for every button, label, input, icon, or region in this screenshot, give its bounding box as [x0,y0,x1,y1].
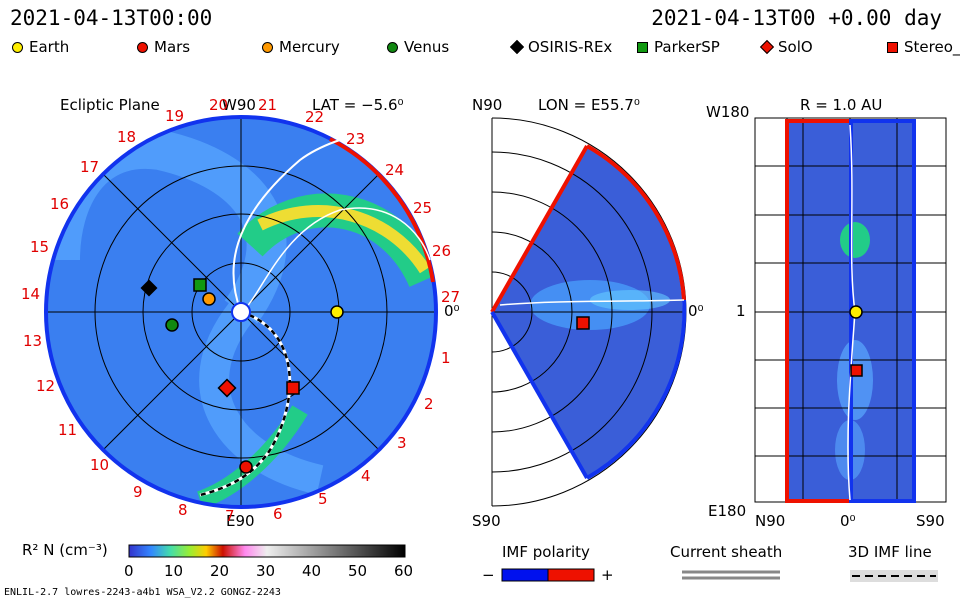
colorbar-label: R² N (cm⁻³) [22,541,108,559]
venus-point [165,318,179,332]
rot-label: 4 [361,467,371,485]
latlon-w180-label: W180 [706,103,750,121]
rot-label: 15 [30,238,50,256]
colorbar-tick: 50 [348,562,368,580]
rot-label: 23 [346,130,366,148]
colorbar-tick: 60 [394,562,414,580]
imf-plus-label: + [601,566,614,584]
rot-label: 22 [305,108,325,126]
colorbar-tick: 20 [210,562,230,580]
meridional-lon-label: LON = E55.7⁰ [538,96,640,114]
rot-label: 14 [21,285,41,303]
mars-point [239,460,253,474]
rot-label: 24 [385,161,405,179]
left-timestamp: 2021-04-13T00:00 [10,6,213,30]
rot-label: 20 [209,96,229,114]
rot-label: 13 [23,332,43,350]
imf-line-label: 3D IMF line [848,543,932,561]
earth-point-latlon [849,305,863,319]
ecliptic-zero-label: 0⁰ [444,302,460,320]
rot-label: 10 [90,456,110,474]
latlon-s90-label: S90 [916,512,945,530]
rot-label: 11 [58,421,78,439]
legend-parkersp: ParkerSP [637,38,720,56]
rot-label: 9 [133,483,143,501]
stereo-point-meridional [576,316,590,330]
ecliptic-lat-label: LAT = −5.6⁰ [312,96,404,114]
footer-model-info: ENLIL-2.7 lowres-2243-a4b1 WSA_V2.2 GONG… [4,587,281,598]
solo-point [217,378,237,398]
latlon-zero-label: 0⁰ [840,512,856,530]
earth-point [330,305,344,319]
rot-label: 16 [50,195,70,213]
stereo-point-latlon [850,364,863,377]
rot-label: 27 [441,288,461,306]
legend-solo: SolO [759,38,813,56]
earth-marker-icon [12,41,23,53]
density-colorbar [128,544,406,558]
rot-label: 25 [413,199,433,217]
parkersp-marker-icon [637,41,648,53]
legend-osiris-rex: OSIRIS-REx [509,38,612,56]
rot-label: 5 [318,490,328,508]
legend-earth: Earth [12,38,69,56]
rot-label: 12 [36,377,56,395]
legend-stereo: Stereo_ [887,38,960,56]
imf-minus-label: − [482,566,495,584]
venus-marker-icon [387,41,398,53]
rot-label: 19 [165,107,185,125]
latlon-one-label: 1 [736,302,746,320]
colorbar-tick: 40 [302,562,322,580]
latlon-n90-label: N90 [755,512,786,530]
colorbar-tick: 0 [124,562,134,580]
mars-marker-icon [137,41,148,53]
rot-label: 6 [273,505,283,523]
rot-label: 26 [432,242,452,260]
mercury-point [202,292,216,306]
rot-label: 8 [178,501,188,519]
legend-mercury: Mercury [262,38,340,56]
rot-label: 18 [117,128,137,146]
rot-label: 21 [258,96,278,114]
rot-label: 3 [397,434,407,452]
parkersp-point [193,278,207,292]
rot-label: 17 [80,158,100,176]
ecliptic-title: Ecliptic Plane [60,96,160,114]
meridional-s90-label: S90 [472,512,501,530]
meridional-n90-label: N90 [472,96,503,114]
rot-label: 1 [441,349,451,367]
rot-label: 2 [424,395,434,413]
legend-venus: Venus [387,38,449,56]
stereo-marker-icon [887,41,898,53]
ecliptic-w90-label: W90 [222,96,256,114]
colorbar-tick: 10 [164,562,184,580]
mercury-marker-icon [262,41,273,53]
rot-label: 7 [225,507,235,525]
colorbar-tick: 30 [256,562,276,580]
legend-mars: Mars [137,38,190,56]
imf-polarity-label: IMF polarity [502,543,590,561]
osiris-rex-point [140,279,158,297]
stereo-point [286,381,300,395]
ecliptic-e90-label: E90 [226,512,255,530]
latlon-r-label: R = 1.0 AU [800,96,883,114]
latlon-e180-label: E180 [708,502,747,520]
meridional-zero-label: 0⁰ [688,302,704,320]
right-timestamp: 2021-04-13T00 +0.00 day [651,6,942,30]
current-sheath-label: Current sheath [670,543,783,561]
